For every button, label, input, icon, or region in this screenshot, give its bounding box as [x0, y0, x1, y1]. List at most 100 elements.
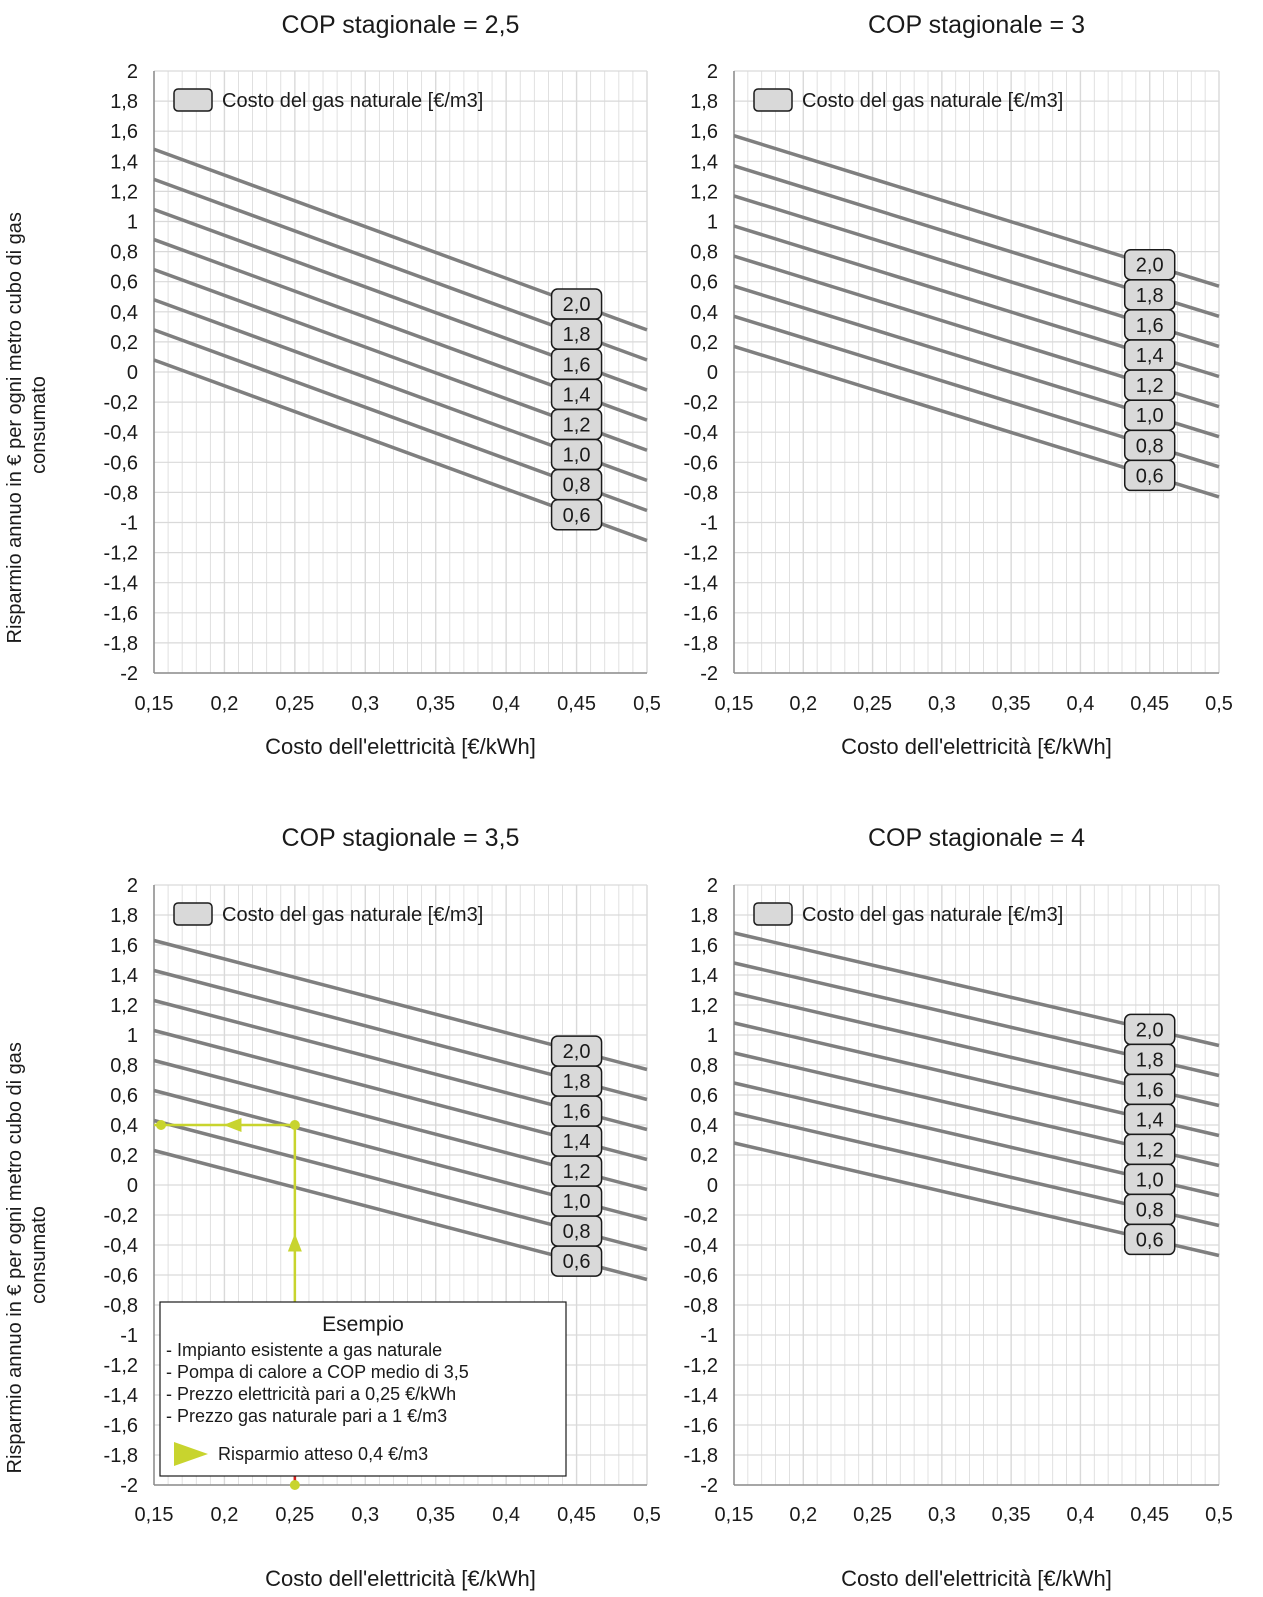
x-tick-label: 0,2 [789, 693, 817, 715]
series-label: 1,4 [563, 1131, 591, 1153]
y-tick-label: 2 [127, 875, 138, 897]
chart-title: COP stagionale = 3 [868, 11, 1085, 39]
y-tick-label: -1 [120, 513, 138, 535]
example-title: Esempio [322, 1313, 404, 1336]
x-tick-label: 0,25 [275, 1504, 314, 1526]
chart-3: COP stagionale = 3,5 2 1,8 1,6 1,4 1,2 1 0,8 0,6… [104, 824, 661, 1591]
y-tick-label: 0,2 [690, 1145, 718, 1167]
series-label: 1,2 [1136, 1139, 1164, 1161]
legend-label: Costo del gas naturale [€/m3] [222, 90, 483, 112]
x-tick-label: 0,15 [135, 693, 174, 715]
y-tick-label: -1,2 [104, 543, 138, 565]
example-result-arrow [174, 1442, 208, 1466]
y-tick-label: -1,2 [684, 543, 718, 565]
x-tick-label: 0,35 [992, 693, 1031, 715]
y-tick-label: 1,4 [110, 965, 138, 987]
y-tick-label: -1,2 [684, 1355, 718, 1377]
x-tick-label: 0,4 [492, 1504, 520, 1526]
y-tick-label: 0,6 [690, 1085, 718, 1107]
y-tick-label: 1,4 [690, 965, 718, 987]
series-label: 0,8 [563, 475, 591, 497]
y-tick-label: 0 [127, 1175, 138, 1197]
x-tick-label: 0,15 [135, 1504, 174, 1526]
y-tick-label: 2 [707, 61, 718, 83]
y-tick-label: -0,6 [104, 1265, 138, 1287]
y-tick-label: -0,4 [104, 1235, 138, 1257]
chart-1: COP stagionale = 2,5 2 1,8 1,6 1,4 1,2 1 0,8 0,6… [104, 11, 661, 759]
x-tick-label: 0,3 [351, 693, 379, 715]
example-result-point [156, 1120, 167, 1130]
y-tick-label: -1,2 [104, 1355, 138, 1377]
y-tick-label: 0,6 [110, 1085, 138, 1107]
y-tick-label: -0,6 [684, 1265, 718, 1287]
y-tick-label: -1 [700, 513, 718, 535]
y-tick-label: 1,8 [110, 91, 138, 113]
series-label: 1,0 [1136, 405, 1164, 427]
y-tick-label: -1,8 [104, 1445, 138, 1467]
legend-label: Costo del gas naturale [€/m3] [222, 904, 483, 926]
x-tick-label: 0,3 [928, 1504, 956, 1526]
y-tick-label: 1 [707, 1025, 718, 1047]
series-label: 1,4 [563, 384, 591, 406]
y-tick-label: -0,4 [684, 1235, 718, 1257]
y-tick-label: -1,6 [684, 603, 718, 625]
chart-title: COP stagionale = 3,5 [282, 824, 520, 852]
y-tick-label: 1 [707, 212, 718, 234]
x-tick-label: 0,3 [928, 693, 956, 715]
x-tick-label: 0,15 [715, 1504, 754, 1526]
y-tick-label: -1,8 [684, 633, 718, 655]
example: Esempio - Impianto esistente a gas natura… [154, 1118, 567, 1490]
x-axis-label: Costo dell'elettricità [€/kWh] [265, 734, 536, 759]
y-tick-label: 0 [707, 1175, 718, 1197]
series-label: 2,0 [1136, 1019, 1164, 1041]
series-label: 2,0 [1136, 255, 1164, 277]
y-tick-label: 0,2 [690, 332, 718, 354]
series-label: 1,2 [1136, 375, 1164, 397]
x-tick-label: 0,45 [1130, 693, 1169, 715]
y-tick-label: -2 [700, 1475, 718, 1497]
y-tick-label: 0,4 [690, 302, 718, 324]
y-tick-label: 0,8 [110, 242, 138, 264]
y-tick-label: -0,6 [104, 452, 138, 474]
y-axis-label-top-line-2: consumato [28, 376, 50, 474]
y-tick-label: 0,8 [690, 242, 718, 264]
series-label: 1,8 [563, 324, 591, 346]
y-tick-label: 1,2 [690, 995, 718, 1017]
y-axis-label-top: Risparmio annuo in € per ogni metro cubo… [4, 207, 50, 644]
series-label: 1,4 [1136, 345, 1164, 367]
y-tick-label: 0,8 [690, 1055, 718, 1077]
x-tick-label: 0,35 [416, 1504, 455, 1526]
series-labels: 2,0 1,8 1,6 1,4 1,2 1,0 0,8 0,6 [550, 288, 603, 531]
y-axis-label-top-line-1: Risparmio annuo in € per ogni metro cubo… [4, 212, 26, 643]
chart-title: COP stagionale = 4 [868, 824, 1085, 852]
series-label: 0,6 [563, 1251, 591, 1273]
example-line: - Prezzo elettricità pari a 0,25 €/kWh [166, 1384, 456, 1404]
series-label: 1,0 [563, 445, 591, 467]
y-tick-label: 1,6 [110, 935, 138, 957]
series-label: 1,8 [1136, 1049, 1164, 1071]
x-tick-label: 0,15 [715, 693, 754, 715]
y-tick-label: 1,4 [690, 151, 718, 173]
x-axis-label: Costo dell'elettricità [€/kWh] [265, 1566, 536, 1591]
y-tick-label: -1,6 [104, 1415, 138, 1437]
legend-label: Costo del gas naturale [€/m3] [802, 904, 1063, 926]
series-label: 0,6 [1136, 1229, 1164, 1251]
x-tick-label: 0,25 [275, 693, 314, 715]
x-tick-label: 0,45 [557, 693, 596, 715]
y-tick-label: 1,6 [690, 935, 718, 957]
y-tick-label: 0,6 [690, 272, 718, 294]
y-tick-label: 0,8 [110, 1055, 138, 1077]
y-tick-label: 0 [707, 362, 718, 384]
y-tick-label: -1 [120, 1325, 138, 1347]
series-label: 0,6 [563, 505, 591, 527]
y-tick-label: 1,8 [110, 905, 138, 927]
x-tick-label: 0,2 [211, 693, 239, 715]
series-label: 2,0 [563, 1041, 591, 1063]
series-label: 1,0 [1136, 1169, 1164, 1191]
x-tick-label: 0,5 [1205, 1504, 1233, 1526]
series-label: 0,8 [563, 1221, 591, 1243]
y-tick-label: -2 [700, 663, 718, 685]
y-tick-label: -2 [120, 1475, 138, 1497]
y-tick-label: 0,6 [110, 272, 138, 294]
y-tick-label: -0,8 [684, 482, 718, 504]
